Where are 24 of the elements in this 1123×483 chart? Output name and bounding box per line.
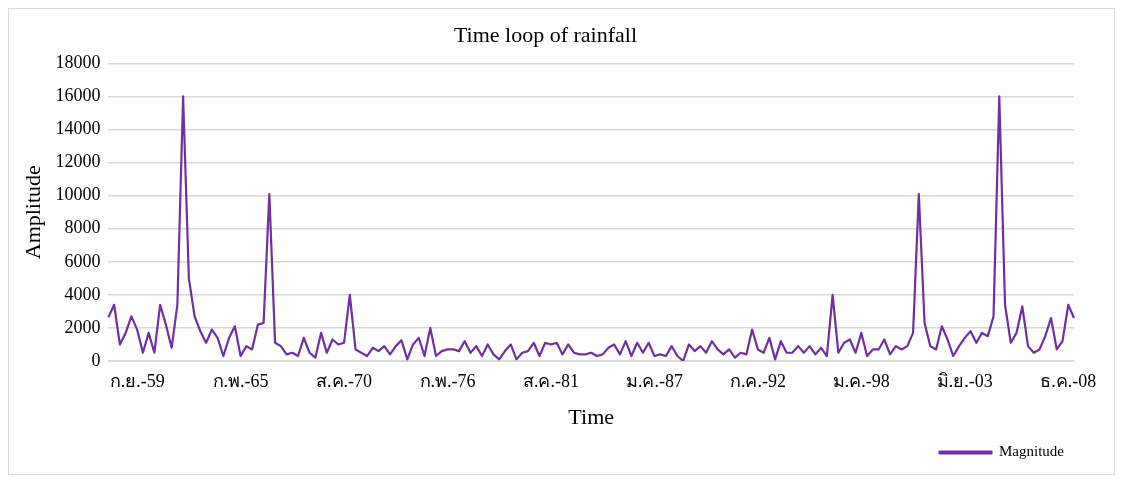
x-tick-label: ก.ย.-59 — [109, 370, 165, 391]
x-tick-label: ม.ค.-87 — [625, 370, 683, 391]
x-tick-label: ม.ค.-98 — [832, 370, 890, 391]
y-tick-label: 8000 — [64, 217, 101, 238]
x-tick-label: ก.ค.-92 — [729, 370, 786, 391]
x-tick-label: มิ.ย.-03 — [936, 370, 993, 391]
legend-label: Magnitude — [999, 443, 1065, 460]
x-tick-label: ธ.ค.-08 — [1040, 370, 1097, 391]
y-axis-title: Amplitude — [19, 165, 45, 260]
chart-title: Time loop of rainfall — [453, 21, 638, 47]
y-tick-label: 0 — [91, 349, 101, 370]
y-tick-label: 18000 — [55, 52, 101, 73]
x-axis-title: Time — [568, 403, 615, 429]
y-tick-label: 14000 — [55, 118, 101, 139]
x-tick-label: ส.ค.-81 — [522, 370, 579, 391]
y-tick-label: 10000 — [55, 184, 101, 205]
y-tick-label: 12000 — [55, 151, 101, 172]
x-tick-label: ก.พ.-76 — [419, 370, 476, 391]
y-tick-label: 2000 — [64, 316, 101, 337]
x-tick-label: ก.พ.-65 — [212, 370, 269, 391]
x-tick-label: ส.ค.-70 — [316, 370, 373, 391]
y-tick-label: 6000 — [64, 250, 101, 271]
y-tick-label: 4000 — [64, 283, 101, 304]
y-tick-label: 16000 — [55, 85, 101, 106]
